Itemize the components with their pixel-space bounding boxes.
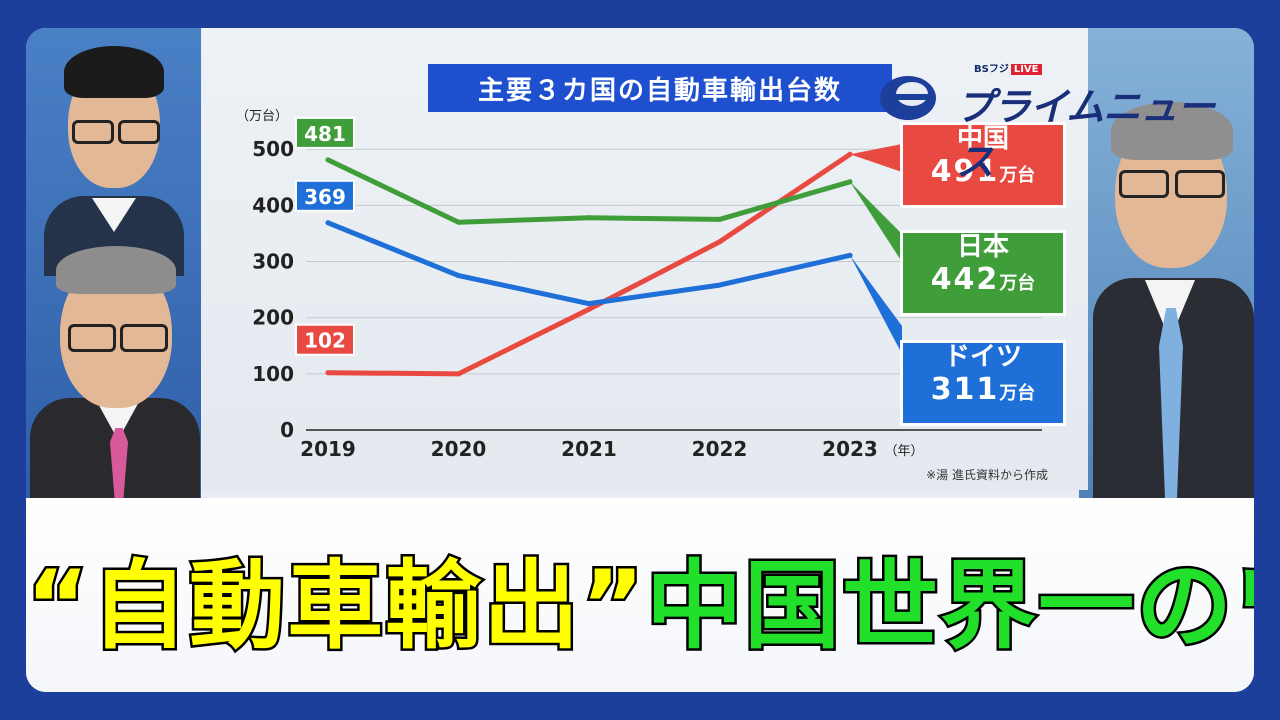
x-tick-label: 2019 xyxy=(300,437,356,461)
series-point-1 xyxy=(325,157,331,163)
callout-china: 中国 491万台 xyxy=(900,122,1066,208)
series-point-0 xyxy=(325,370,331,376)
series-point-2 xyxy=(456,273,461,279)
series-point-1 xyxy=(456,219,461,225)
callout-germany-name: ドイツ xyxy=(943,342,1022,372)
start-label-2: 369 xyxy=(304,185,346,209)
callout-japan-unit: 万台 xyxy=(999,272,1036,294)
callout-pointer-1 xyxy=(850,181,902,262)
series-point-2 xyxy=(717,282,722,288)
callout-germany-value: 311 xyxy=(930,371,1000,407)
callout-japan: 日本 442万台 xyxy=(900,230,1066,316)
headline-part-2: 中国世界一のワケ xyxy=(644,548,1254,665)
series-point-0 xyxy=(717,239,722,245)
presenter-top-left xyxy=(26,28,201,276)
callout-china-unit: 万台 xyxy=(999,164,1036,186)
start-label-0: 102 xyxy=(304,329,346,353)
y-tick-label: 100 xyxy=(252,362,294,386)
y-tick-label: 200 xyxy=(252,306,294,330)
series-line-2 xyxy=(325,220,853,307)
series-point-0 xyxy=(847,151,853,157)
logo-program-name: プライムニュース xyxy=(956,85,1215,184)
x-tick-label: 2023 xyxy=(822,437,878,461)
start-label-box-2 xyxy=(295,179,355,212)
logo-swirl-icon xyxy=(880,76,936,120)
headline-caption: “自動車輸出”中国世界一のワケ xyxy=(26,528,1254,667)
logo-network: BSフジ LIVE xyxy=(974,60,1042,75)
x-tick-label: 2020 xyxy=(431,437,487,461)
callout-germany: ドイツ 311万台 xyxy=(900,340,1066,426)
y-axis-label: （万台） xyxy=(236,109,288,124)
presenter-right xyxy=(1079,88,1254,498)
video-frame: 主要３カ国の自動車輸出台数 0 100 200 300 400 500 （万台） 2019 20… xyxy=(26,28,1254,692)
y-tick-label: 300 xyxy=(252,250,294,274)
start-label-1: 481 xyxy=(304,122,346,146)
series-point-0 xyxy=(586,306,592,312)
live-badge: LIVE xyxy=(1010,64,1042,75)
y-tick-label: 0 xyxy=(280,418,294,442)
series-point-1 xyxy=(586,215,592,221)
start-label-box-1 xyxy=(295,116,355,149)
series-point-0 xyxy=(456,371,461,377)
callout-japan-name: 日本 xyxy=(956,232,1009,262)
series-point-1 xyxy=(717,216,722,222)
series-line-1 xyxy=(325,157,853,225)
chart-title: 主要３カ国の自動車輸出台数 xyxy=(428,64,892,112)
callout-pointer-2 xyxy=(850,255,902,354)
program-logo: BSフジ LIVE プライムニュース xyxy=(876,50,1236,184)
start-label-box-0 xyxy=(295,323,355,356)
headline-part-1: “自動車輸出” xyxy=(26,548,647,665)
y-tick-label: 500 xyxy=(252,137,294,161)
series-line-0 xyxy=(325,151,853,377)
callout-china-name: 中国 xyxy=(956,124,1009,154)
caption-bar xyxy=(26,498,1254,692)
x-axis-label: （年） xyxy=(884,444,923,459)
x-tick-label: 2021 xyxy=(561,437,617,461)
series-point-2 xyxy=(325,220,331,226)
callout-china-value: 491 xyxy=(930,153,1000,189)
callout-pointer-0 xyxy=(850,144,902,172)
line-chart: 0 100 200 300 400 500 （万台） 2019 2020 2021 2022 2023… xyxy=(236,109,1042,461)
source-note: ※湯 進氏資料から作成 xyxy=(926,468,1048,482)
presenter-bottom-left xyxy=(26,228,201,498)
x-tick-label: 2022 xyxy=(692,437,748,461)
callout-japan-value: 442 xyxy=(930,261,1000,297)
callout-germany-unit: 万台 xyxy=(999,382,1036,404)
y-tick-label: 400 xyxy=(252,193,294,217)
series-point-2 xyxy=(586,301,592,307)
